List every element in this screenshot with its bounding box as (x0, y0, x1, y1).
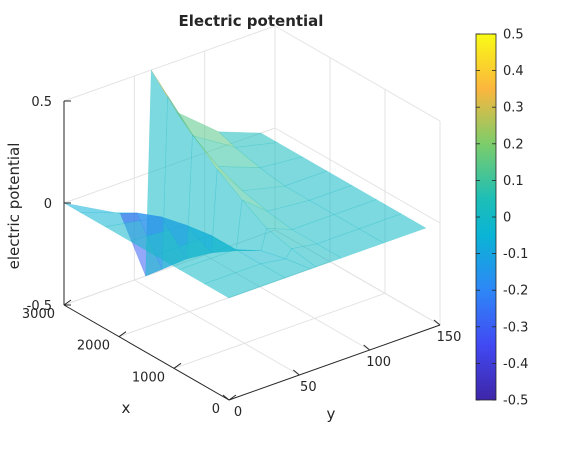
colorbar-tick-label: 0.3 (503, 101, 524, 116)
surface-patch (358, 213, 427, 244)
axes: 0 1000 2000 3000 0 50 100 150 -0.5 0 0.5 (22, 95, 462, 420)
grid-line-x (173, 292, 386, 369)
surface-patch (333, 199, 402, 230)
y-tick-label: 100 (366, 355, 391, 370)
y-axis-line (228, 324, 441, 401)
y-tick-label: 150 (437, 330, 462, 345)
colorbar-tick-label: 0.4 (503, 64, 524, 79)
grid-line-y (134, 279, 300, 376)
colorbar-tick-label: 0.1 (503, 174, 524, 189)
x-tick-label: 2000 (77, 339, 110, 354)
x-tick-mark (118, 331, 127, 338)
y-tick-label: 0 (234, 405, 242, 420)
surface-patch (63, 202, 137, 214)
colorbar-tick-label: -0.1 (503, 247, 528, 262)
surface-plot (63, 69, 427, 299)
y-tick-mark (293, 369, 300, 376)
x-tick-mark (173, 362, 182, 369)
y-tick-mark (222, 394, 230, 401)
x-tick-mark (63, 299, 72, 306)
y-tick-mark (433, 319, 441, 326)
z-axis-label: electric potential (5, 143, 23, 270)
colorbar-tick-label: -0.3 (503, 320, 528, 335)
chart-title: Electric potential (179, 12, 324, 30)
x-tick-mark (228, 394, 237, 401)
x-tick-label: 1000 (132, 370, 165, 385)
x-axis-line (63, 304, 230, 401)
colorbar-tick-label: -0.2 (503, 284, 528, 299)
grid-line-z (274, 25, 441, 122)
z-tick-label: 0 (44, 197, 52, 212)
z-tick-label: 0.5 (31, 95, 52, 110)
colorbar-tick-label: -0.5 (503, 394, 528, 409)
y-tick-mark (363, 344, 370, 351)
grid-line-z (63, 25, 276, 102)
colorbar-tick-label: 0.5 (503, 28, 524, 43)
colorbar-ticks: 0.5 0.4 0.3 0.2 0.1 0 -0.1 -0.2 -0.3 -0.4 -0.5 (476, 28, 528, 409)
z-tick-label: -0.5 (27, 299, 52, 314)
colorbar: 0.5 0.4 0.3 0.2 0.1 0 -0.1 -0.2 -0.3 -0.4 -0.5 (475, 28, 528, 409)
x-tick-label: 0 (212, 402, 220, 417)
y-tick-label: 50 (300, 380, 317, 395)
surface-patch (283, 170, 353, 201)
x-axis-label: x (122, 399, 131, 417)
y-axis-label: y (327, 405, 336, 423)
grid-line-z (274, 127, 441, 224)
colorbar-tick-label: 0.2 (503, 137, 524, 152)
x-tick-label: 3000 (22, 307, 55, 322)
colorbar-tick-label: -0.4 (503, 357, 528, 372)
surface-patch (234, 142, 303, 169)
colorbar-tick-label: 0 (503, 211, 511, 226)
